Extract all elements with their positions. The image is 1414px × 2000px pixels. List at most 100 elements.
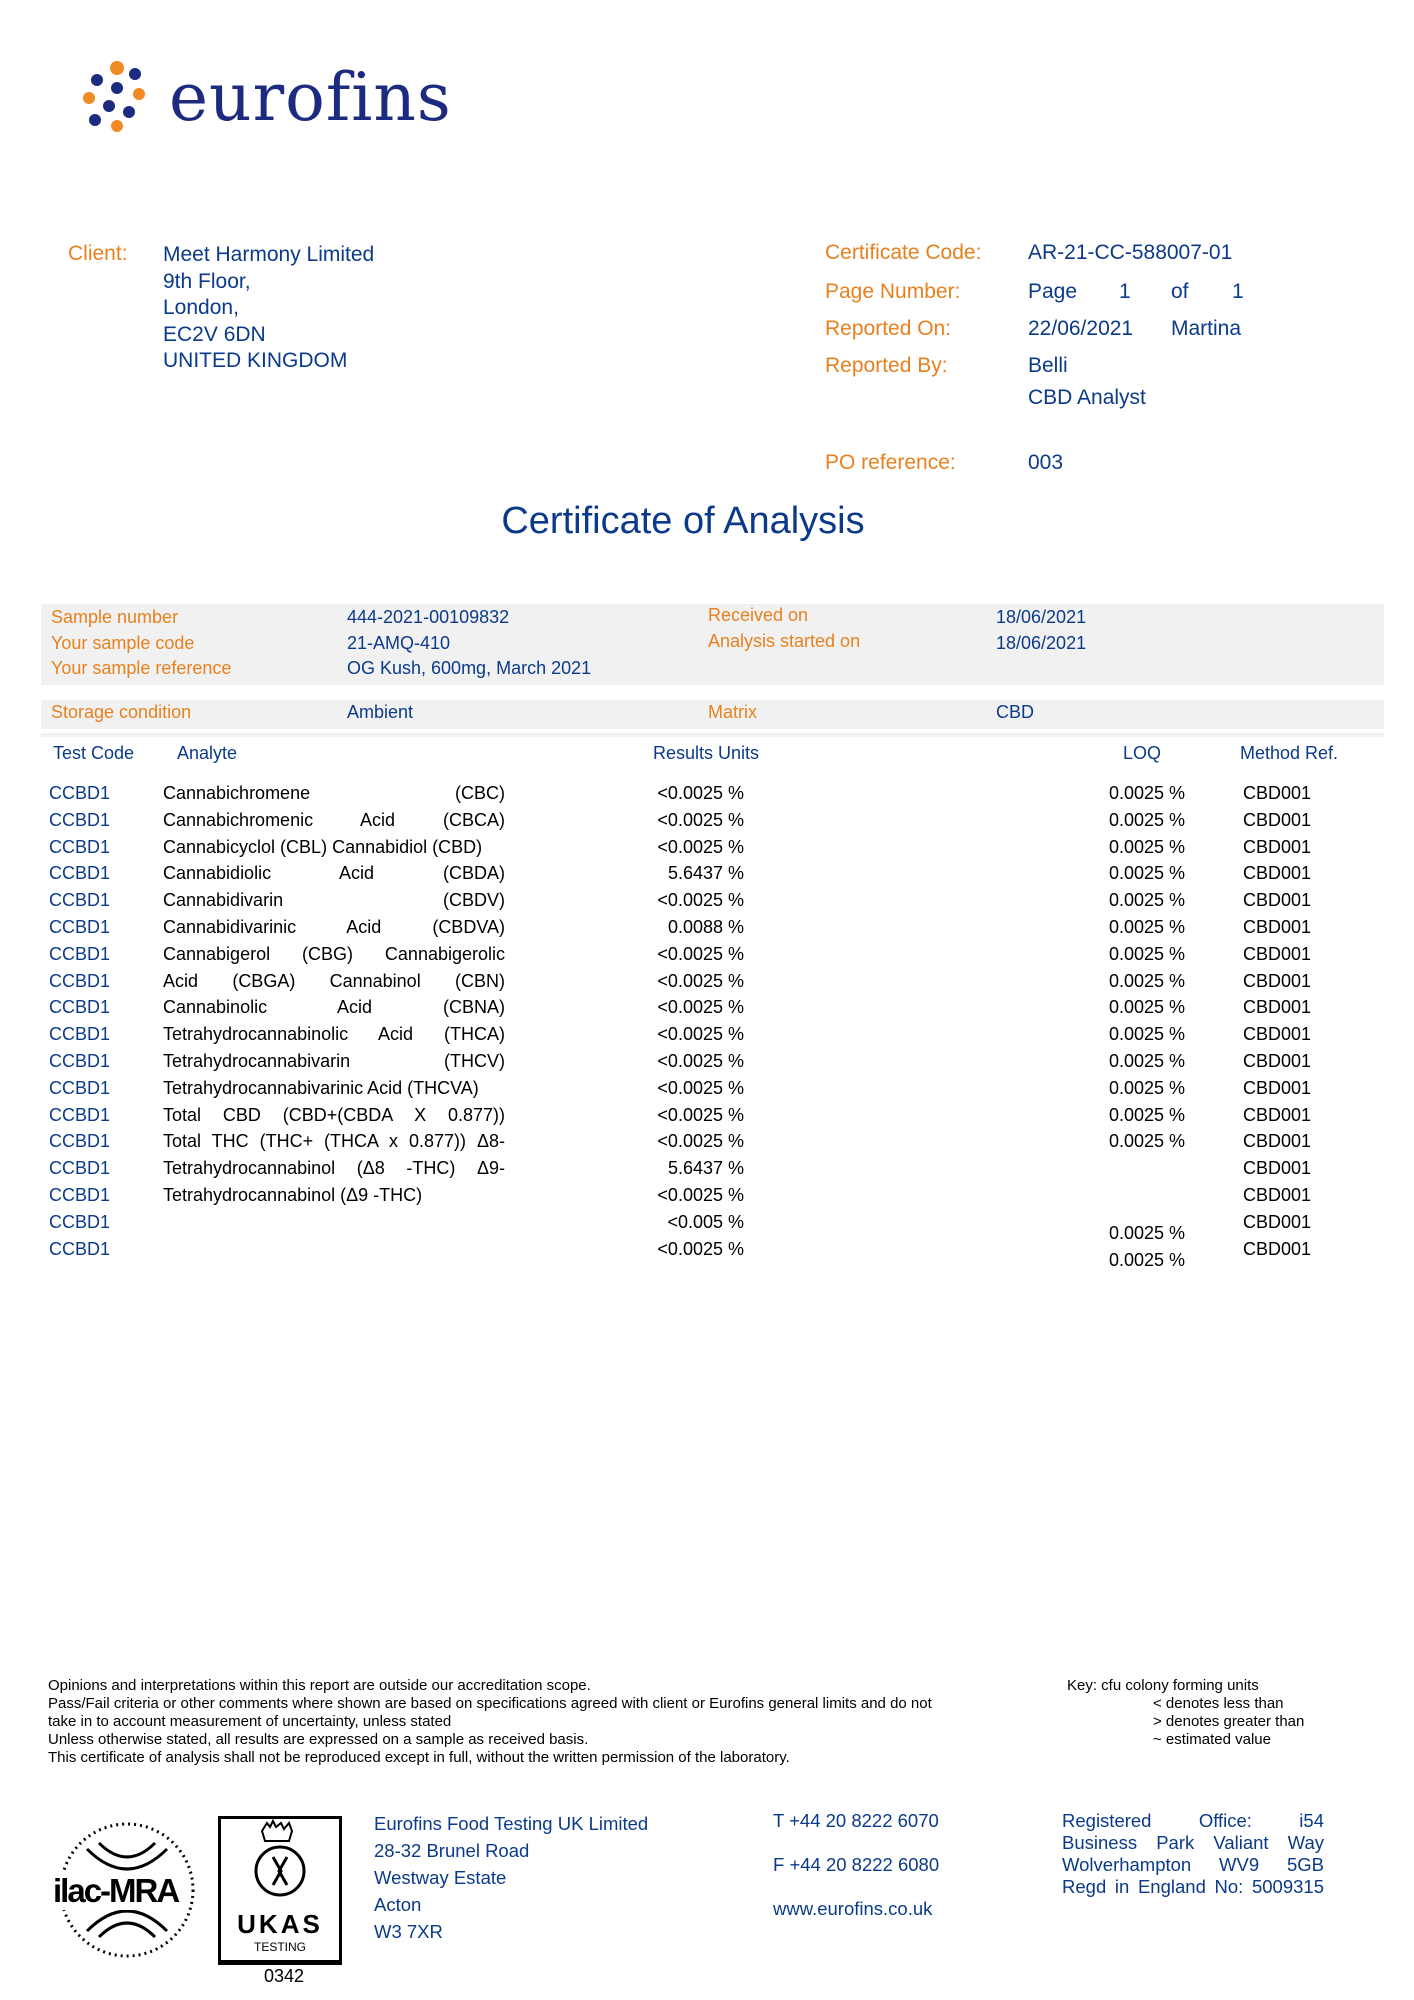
received-date: 18/06/2021 <box>996 607 1087 627</box>
method-ref: CBD001 <box>1243 997 1312 1018</box>
key-item: ~ estimated value <box>1153 1731 1271 1748</box>
test-code: CCBD1 <box>49 1185 111 1205</box>
result: <0.0025 % <box>657 1238 744 1259</box>
test-code: CCBD1 <box>49 943 111 964</box>
reported-on-label: Reported On: <box>825 317 952 340</box>
result: <0.0025 % <box>657 1104 744 1125</box>
registered-line: Wolverhampton WV9 5GB <box>1062 1854 1324 1875</box>
result: 5.6437 % <box>667 1158 744 1179</box>
eurofins-logo: eurofins <box>77 58 457 138</box>
address-line: Westway Estate <box>374 1867 507 1888</box>
reported-by: Belli <box>1028 354 1068 377</box>
loq: 0.0025 % <box>1108 943 1185 964</box>
ilac-text: ilac-MRA <box>53 1872 180 1910</box>
po-label: PO reference: <box>825 451 956 474</box>
method-ref: CBD001 <box>1243 863 1312 884</box>
key-items: < denotes less than > denotes greater th… <box>1153 1695 1304 1749</box>
test-code: CCBD1 <box>49 1131 111 1152</box>
storage-panel <box>41 700 1384 729</box>
loq: 0.0025 % <box>1108 997 1185 1018</box>
loq: 0.0025 % <box>1108 1104 1185 1125</box>
received-label: Received on <box>708 605 809 625</box>
eurofins-wordmark: eurofins <box>169 59 452 136</box>
analyte: Cannabicyclol (CBL) Cannabidiol (CBD) <box>163 836 483 857</box>
method-ref: CBD001 <box>1243 1104 1312 1125</box>
ukas-text: UKAS <box>237 1909 323 1939</box>
registered-line: Registered Office: i54 <box>1062 1810 1324 1831</box>
address-line: W3 7XR <box>374 1921 443 1942</box>
sample-number: 444-2021-00109832 <box>347 607 510 627</box>
sample-code: 21-AMQ-410 <box>347 633 451 653</box>
loq: 0.0025 % <box>1108 1024 1185 1045</box>
disclaimer-line: Opinions and interpretations within this… <box>48 1677 591 1694</box>
test-code: CCBD1 <box>49 1104 111 1125</box>
loq: 0.0025 % <box>1108 890 1185 911</box>
client-name: Meet Harmony Limited <box>163 243 375 266</box>
company-address: Eurofins Food Testing UK Limited 28-32 B… <box>374 1810 648 1945</box>
of-word: of <box>1171 280 1189 303</box>
client-line: EC2V 6DN <box>163 322 266 346</box>
header-analyte: Analyte <box>177 743 238 763</box>
method-ref: CBD001 <box>1243 943 1312 964</box>
page-num: 1 <box>1119 280 1131 303</box>
method-ref: CBD001 <box>1243 917 1312 937</box>
eurofins-dots-icon <box>83 61 145 132</box>
analyte: Cannabidivarinic Acid (CBDVA) <box>163 917 505 937</box>
result: <0.0025 % <box>657 809 744 830</box>
analyte: Cannabichromene (CBC) <box>163 783 505 803</box>
key-item: > denotes greater than <box>1153 1713 1305 1730</box>
loq: 0.0025 % <box>1108 1131 1185 1152</box>
result: <0.0025 % <box>657 1131 744 1152</box>
page-word: Page <box>1028 280 1078 303</box>
reported-by-label: Reported By: <box>825 354 948 377</box>
method-ref: CBD001 <box>1243 1185 1312 1205</box>
test-code: CCBD1 <box>49 1211 111 1232</box>
storage-value: Ambient <box>347 702 414 722</box>
certificate-code-label: Certificate Code: <box>825 241 982 264</box>
fax: F +44 20 8222 6080 <box>773 1854 940 1875</box>
test-code: CCBD1 <box>49 1051 111 1071</box>
loq: 0.0025 % <box>1108 836 1185 857</box>
result: <0.005 % <box>667 1211 744 1232</box>
disclaimer: Opinions and interpretations within this… <box>48 1677 932 1767</box>
analyte: Cannabidivarin (CBDV) <box>163 890 505 911</box>
test-code: CCBD1 <box>49 970 111 991</box>
address-line: Acton <box>374 1894 422 1915</box>
po-reference: 003 <box>1028 451 1064 474</box>
method-ref: CBD001 <box>1243 1238 1312 1259</box>
loq: 0.0025 % <box>1108 783 1185 803</box>
analysis-started-date: 18/06/2021 <box>996 633 1087 653</box>
sample-code-label: Your sample code <box>51 633 195 653</box>
header-method: Method Ref. <box>1240 743 1339 763</box>
test-code: CCBD1 <box>49 917 111 937</box>
analyte: Cannabidiolic Acid (CBDA) <box>163 863 505 884</box>
key-title: Key: cfu colony forming units <box>1067 1677 1259 1694</box>
storage-label: Storage condition <box>51 702 192 722</box>
analyte: Cannabichromenic Acid (CBCA) <box>163 809 505 830</box>
result: 5.6437 % <box>667 863 744 884</box>
disclaimer-line: This certificate of analysis shall not b… <box>48 1749 790 1766</box>
sample-reference-label: Your sample reference <box>51 658 232 678</box>
result: <0.0025 % <box>657 970 744 991</box>
key-item: < denotes less than <box>1153 1695 1284 1712</box>
crown-icon <box>254 1818 306 1897</box>
loq: 0.0025 % <box>1108 1077 1185 1098</box>
reported-on: 22/06/2021 <box>1028 317 1134 340</box>
matrix-label: Matrix <box>708 702 757 722</box>
analyte: Tetrahydrocannabinolic Acid (THCA) <box>163 1024 505 1045</box>
method-ref: CBD001 <box>1243 836 1312 857</box>
method-ref: CBD001 <box>1243 1077 1312 1098</box>
page-number-label: Page Number: <box>825 280 961 303</box>
result: <0.0025 % <box>657 783 744 803</box>
method-ref: CBD001 <box>1243 783 1312 803</box>
client-line: 9th Floor, <box>163 269 251 293</box>
method-ref: CBD001 <box>1243 809 1312 830</box>
loq: 0.0025 % <box>1108 1222 1185 1243</box>
divider <box>41 733 1384 737</box>
matrix-value: CBD <box>996 702 1035 722</box>
website-link[interactable]: www.eurofins.co.uk <box>773 1898 933 1919</box>
loq: 0.0025 % <box>1108 970 1185 991</box>
loq: 0.0025 % <box>1108 863 1185 884</box>
ukas-number: 0342 <box>264 1966 305 1986</box>
method-ref: CBD001 <box>1243 1131 1312 1152</box>
